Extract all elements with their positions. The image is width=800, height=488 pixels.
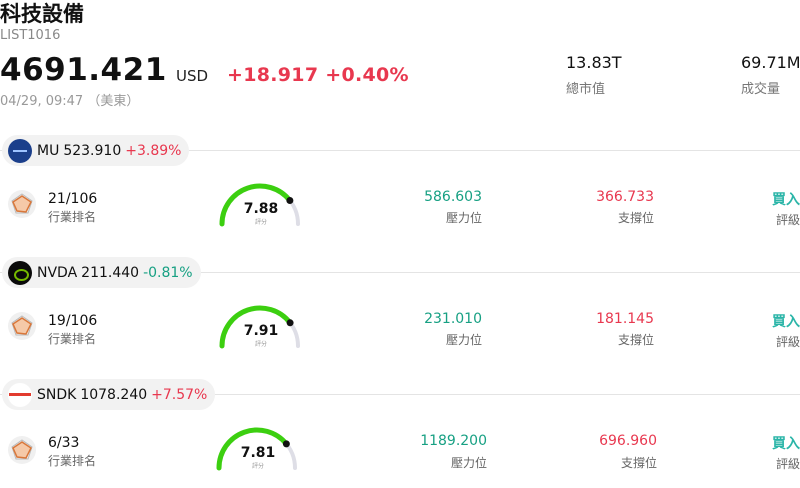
score-value: 7.88 <box>243 201 279 217</box>
volume-label: 成交量 <box>741 82 781 97</box>
timestamp: 04/29, 09:47 （美東） <box>0 94 140 109</box>
stock-change: +7.57% <box>151 386 208 403</box>
stock-change: -0.81% <box>143 264 193 281</box>
stock-chip-sndk[interactable]: SNDK 1078.240 +7.57% <box>2 379 216 410</box>
pressure-label: 壓力位 <box>445 211 482 225</box>
stock-price: 211.440 <box>81 264 140 281</box>
stock-change: +3.89% <box>125 142 182 159</box>
rating-value: 買入 <box>772 436 800 452</box>
score-label: 評分 <box>254 341 267 348</box>
industry-rank-value: 6/33 <box>48 435 80 451</box>
stock-symbol: SNDK <box>37 386 77 403</box>
industry-rank-value: 19/106 <box>48 313 98 329</box>
pressure-value: 1189.200 <box>420 433 487 449</box>
list-code: LIST1016 <box>0 28 61 43</box>
radar-icon <box>8 436 36 464</box>
divider <box>0 272 800 273</box>
stock-chip-nvda[interactable]: NVDA 211.440 -0.81% <box>2 257 201 288</box>
gauge-knob <box>282 440 290 448</box>
support-label: 支撐位 <box>620 456 657 470</box>
industry-rank-label: 行業排名 <box>48 210 97 224</box>
volume-value: 69.71M <box>741 53 800 72</box>
score-gauge <box>219 183 300 227</box>
radar-icon <box>8 312 36 340</box>
gauge-fill <box>219 183 293 227</box>
index-price: 4691.421 <box>0 52 167 88</box>
score-value: 7.91 <box>243 323 279 339</box>
industry-rank-value: 21/106 <box>48 191 98 207</box>
stock-symbol: NVDA <box>37 264 78 281</box>
industry-rank-label: 行業排名 <box>48 454 97 468</box>
gauge-knob <box>286 197 294 205</box>
score-gauge <box>216 427 297 471</box>
score-label: 評分 <box>251 463 264 470</box>
rating-value: 買入 <box>772 314 800 330</box>
pressure-label: 壓力位 <box>445 333 482 347</box>
pressure-label: 壓力位 <box>450 456 487 470</box>
support-label: 支撐位 <box>617 211 654 225</box>
support-label: 支撐位 <box>617 333 654 347</box>
gauge-knob <box>286 319 294 327</box>
currency-label: USD <box>176 67 209 85</box>
index-change: +18.917 +0.40% <box>227 64 409 86</box>
score-gauge <box>219 305 300 349</box>
gauge-fill <box>216 427 289 471</box>
pressure-value: 586.603 <box>424 189 482 205</box>
market-cap-value: 13.83T <box>566 53 622 72</box>
support-value: 366.733 <box>596 189 654 205</box>
rating-label: 評級 <box>775 457 800 471</box>
stock-price: 1078.240 <box>80 386 148 403</box>
pressure-value: 231.010 <box>424 311 482 327</box>
support-value: 696.960 <box>599 433 657 449</box>
market-cap-label: 總市值 <box>566 82 606 97</box>
rating-label: 評級 <box>775 213 800 227</box>
rating-value: 買入 <box>772 192 800 208</box>
stock-price: 523.910 <box>63 142 122 159</box>
industry-rank-label: 行業排名 <box>48 332 97 346</box>
gauge-fill <box>219 305 293 349</box>
divider <box>0 150 800 151</box>
support-value: 181.145 <box>596 311 654 327</box>
score-value: 7.81 <box>240 445 276 461</box>
page-title: 科技設備 <box>0 2 84 26</box>
score-label: 評分 <box>254 219 267 226</box>
radar-icon <box>8 190 36 218</box>
rating-label: 評級 <box>775 335 800 349</box>
micron-logo-icon <box>8 138 32 163</box>
divider <box>0 394 800 395</box>
stock-symbol: MU <box>37 142 60 159</box>
sandisk-logo-icon <box>8 382 32 407</box>
stock-chip-mu[interactable]: MU 523.910 +3.89% <box>2 135 190 166</box>
nvidia-logo-icon <box>8 260 32 285</box>
